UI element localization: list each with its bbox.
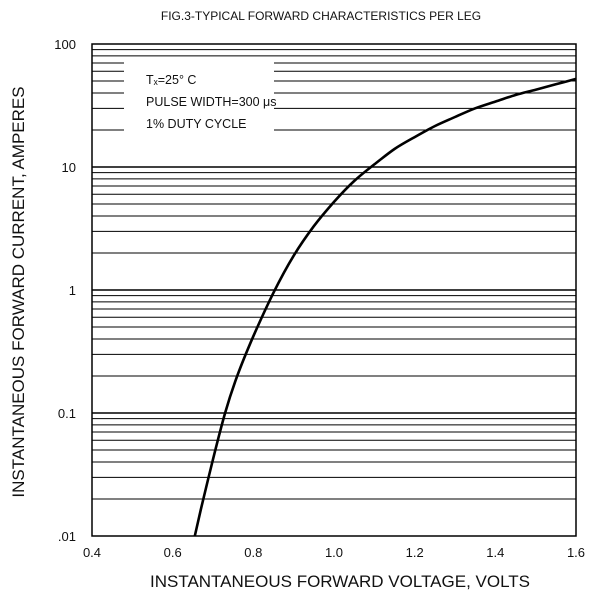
x-tick-label: 1.4 [486, 545, 504, 560]
condition-pulse-width: PULSE WIDTH=300 μs [146, 95, 277, 109]
x-axis-label: INSTANTANEOUS FORWARD VOLTAGE, VOLTS [150, 572, 530, 591]
x-tick-label: 0.6 [164, 545, 182, 560]
plot-grid [92, 49, 576, 500]
x-tick-label: 1.2 [406, 545, 424, 560]
conditions-annotation: Tₓ=25° C PULSE WIDTH=300 μs 1% DUTY CYCL… [124, 62, 277, 144]
y-tick-labels: .01 0.1 1 10 100 [54, 37, 76, 544]
x-tick-labels: 0.4 0.6 0.8 1.0 1.2 1.4 1.6 [83, 545, 585, 560]
chart-title: FIG.3-TYPICAL FORWARD CHARACTERISTICS PE… [161, 9, 481, 23]
y-axis-label: INSTANTANEOUS FORWARD CURRENT, AMPERES [9, 86, 28, 497]
x-tick-label: 0.4 [83, 545, 101, 560]
condition-temperature: Tₓ=25° C [146, 73, 196, 87]
condition-duty-cycle: 1% DUTY CYCLE [146, 117, 247, 131]
y-tick-label: 0.1 [58, 406, 76, 421]
x-tick-label: 1.0 [325, 545, 343, 560]
y-tick-label: 1 [69, 283, 76, 298]
forward-curve-line [193, 77, 577, 537]
x-tick-label: 1.6 [567, 545, 585, 560]
conditions-box [124, 62, 274, 144]
y-tick-label: .01 [58, 529, 76, 544]
x-tick-label: 0.8 [244, 545, 262, 560]
y-tick-label: 10 [62, 160, 76, 175]
y-tick-label: 100 [54, 37, 76, 52]
plot-frame [91, 43, 577, 537]
